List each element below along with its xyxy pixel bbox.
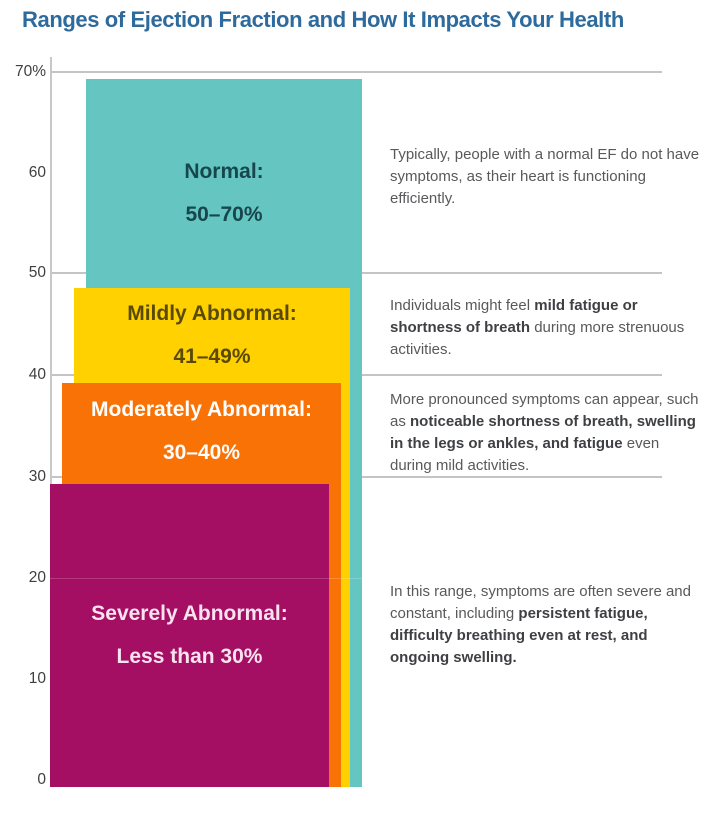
- y-axis-tick-10: 10: [28, 670, 46, 687]
- y-axis-tick-30: 30: [28, 468, 46, 485]
- band-severely-abnormal: [50, 484, 329, 787]
- band-moderately-abnormal-label-line2: 30–40%: [162, 441, 241, 464]
- band-mildly-abnormal-label: Mildly Abnormal: 41–49%: [74, 292, 350, 378]
- y-axis-tick-60: 60: [28, 164, 46, 181]
- band-moderately-abnormal-label-line1: Moderately Abnormal:: [91, 398, 312, 421]
- y-axis-tick-40: 40: [28, 366, 46, 383]
- band-normal-label: Normal: 50–70%: [86, 150, 362, 236]
- band-mildly-abnormal-label-line1: Mildly Abnormal:: [127, 302, 297, 325]
- y-axis-line: [50, 57, 52, 780]
- gridline-20-inner: [50, 578, 362, 579]
- band-mildly-abnormal-label-line2: 41–49%: [173, 345, 251, 368]
- band-severely-abnormal-label-line1: Severely Abnormal:: [91, 602, 288, 625]
- band-severely-abnormal-label-line2: Less than 30%: [116, 645, 263, 668]
- y-axis-tick-70: 70%: [14, 63, 46, 80]
- y-axis-tick-50: 50: [28, 264, 46, 281]
- description-normal: Typically, people with a normal EF do no…: [390, 146, 700, 207]
- band-normal-label-line1: Normal:: [184, 160, 264, 183]
- band-normal-label-line2: 50–70%: [185, 203, 263, 226]
- description-severely-abnormal: In this range, symptoms are often severe…: [390, 583, 691, 666]
- y-axis-tick-0: 0: [37, 771, 46, 788]
- band-severely-abnormal-label: Severely Abnormal: Less than 30%: [50, 592, 329, 678]
- y-axis-tick-20: 20: [28, 569, 46, 586]
- band-moderately-abnormal-label: Moderately Abnormal: 30–40%: [62, 388, 341, 474]
- gridline-70: [50, 71, 662, 73]
- description-moderately-abnormal: More pronounced symptoms can appear, suc…: [390, 391, 699, 474]
- description-mildly-abnormal: Individuals might feel mild fatigue or s…: [390, 297, 685, 358]
- chart-title: Ranges of Ejection Fraction and How It I…: [22, 7, 624, 32]
